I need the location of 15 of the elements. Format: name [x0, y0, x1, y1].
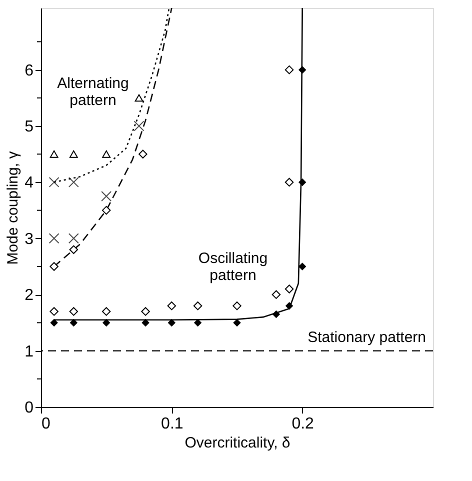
y-tick-label: 2	[24, 287, 34, 304]
y-tick-label: 1	[24, 343, 34, 360]
annotation: Oscillating pattern	[198, 250, 268, 284]
y-tick-label: 5	[24, 118, 34, 136]
y-tick-label: 3	[24, 230, 34, 248]
ref-line-label: Stationary pattern	[308, 328, 426, 346]
annotation: Alternating pattern	[57, 75, 129, 109]
x-tick-label: 0	[42, 416, 50, 432]
x-axis-title: Overcriticality, δ	[184, 434, 290, 452]
y-tick-label: 4	[24, 174, 34, 192]
y-axis-title: Mode coupling, γ	[4, 150, 22, 265]
x-tick-label: 0.1	[161, 416, 184, 432]
y-tick-label: 0	[24, 400, 34, 416]
y-tick-label: 6	[24, 62, 34, 80]
x-tick-label: 0.2	[292, 416, 314, 432]
